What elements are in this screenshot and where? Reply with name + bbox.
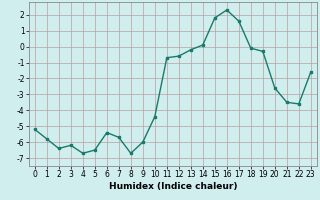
X-axis label: Humidex (Indice chaleur): Humidex (Indice chaleur) bbox=[108, 182, 237, 191]
